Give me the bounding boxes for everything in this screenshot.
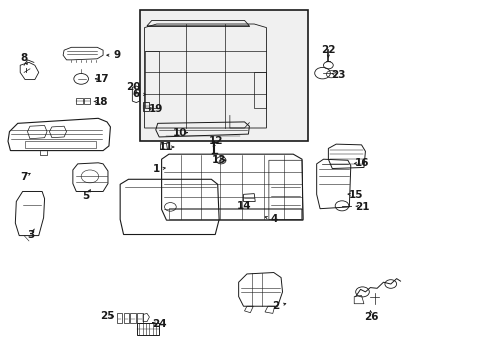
Text: 18: 18: [93, 97, 108, 107]
Bar: [140, 10, 307, 140]
Text: 22: 22: [321, 45, 335, 55]
Text: 4: 4: [269, 215, 277, 224]
Text: 16: 16: [354, 158, 369, 168]
Text: 6: 6: [132, 89, 140, 99]
Text: 13: 13: [211, 155, 226, 165]
Text: 15: 15: [348, 190, 362, 200]
Text: 2: 2: [272, 301, 279, 311]
Text: 3: 3: [27, 230, 35, 239]
Text: 19: 19: [148, 104, 163, 114]
Text: 9: 9: [113, 50, 120, 60]
Text: 1: 1: [153, 164, 160, 174]
Text: 20: 20: [126, 82, 140, 93]
Text: 10: 10: [173, 128, 187, 138]
Text: 26: 26: [363, 312, 378, 322]
Text: 8: 8: [20, 53, 28, 63]
Text: 17: 17: [95, 74, 109, 84]
Text: 23: 23: [330, 70, 345, 80]
Text: 7: 7: [20, 172, 28, 182]
Text: 21: 21: [354, 202, 369, 212]
Text: 25: 25: [100, 311, 114, 320]
Text: 5: 5: [82, 191, 89, 201]
Text: 11: 11: [159, 142, 173, 152]
Text: 24: 24: [152, 319, 166, 329]
Text: 12: 12: [208, 136, 223, 146]
Text: 14: 14: [237, 201, 251, 211]
